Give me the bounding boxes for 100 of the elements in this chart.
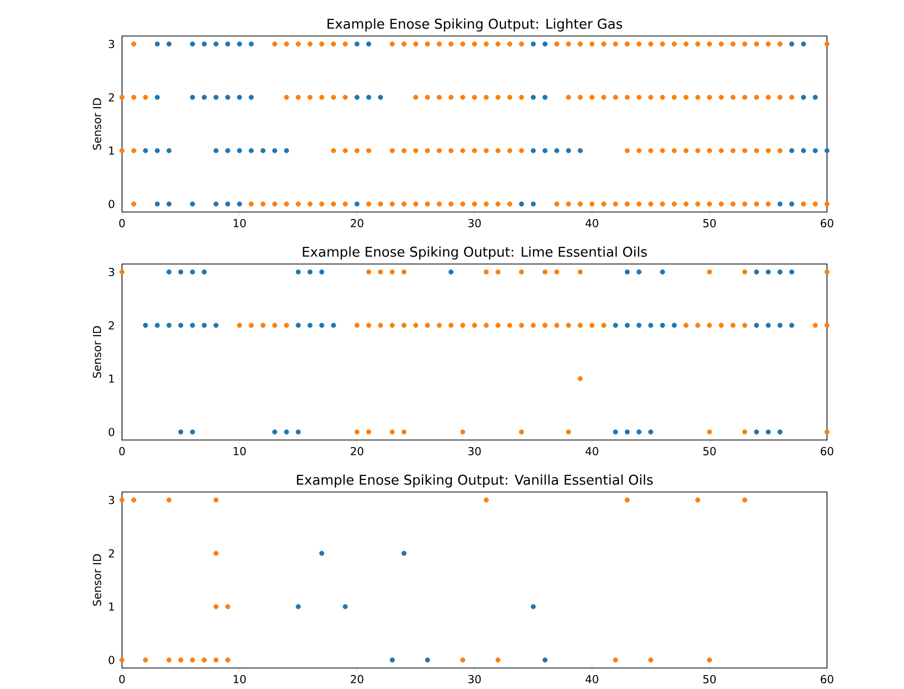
point <box>120 269 125 274</box>
point <box>342 604 348 610</box>
point <box>390 657 395 662</box>
point <box>390 322 395 328</box>
point <box>131 497 136 502</box>
point <box>166 269 172 274</box>
point <box>178 429 184 434</box>
x-tick-label: 10 <box>234 218 246 228</box>
point <box>613 657 618 662</box>
point <box>214 322 219 328</box>
x-tick-label: 40 <box>586 674 598 684</box>
point <box>214 604 219 610</box>
point <box>331 322 336 328</box>
point <box>496 322 501 328</box>
point <box>754 322 760 328</box>
point <box>648 322 654 328</box>
point <box>695 497 700 502</box>
point <box>742 497 748 502</box>
point <box>225 201 230 206</box>
point <box>143 148 148 154</box>
point <box>154 148 160 154</box>
point <box>237 94 242 100</box>
point <box>284 429 290 434</box>
point <box>542 657 548 662</box>
point <box>624 322 630 328</box>
y-axis-title: Sensor ID <box>92 554 102 606</box>
point <box>789 322 794 328</box>
point <box>812 148 818 154</box>
point <box>202 322 207 328</box>
point <box>766 322 771 328</box>
point <box>778 201 783 206</box>
y-tick-label: 2 <box>108 549 114 558</box>
point <box>143 322 148 328</box>
point <box>590 322 595 328</box>
point <box>636 269 642 274</box>
point <box>484 322 489 328</box>
point <box>237 322 242 328</box>
point <box>754 269 760 274</box>
x-tick-label: 30 <box>468 674 481 684</box>
point <box>166 657 172 662</box>
point <box>214 657 219 662</box>
point <box>178 657 184 662</box>
point <box>260 148 266 154</box>
y-tick-label: 2 <box>108 93 114 102</box>
point <box>214 201 219 206</box>
point <box>554 322 560 328</box>
point <box>542 269 548 274</box>
point <box>566 429 572 434</box>
point <box>672 322 677 328</box>
x-tick-label: 50 <box>703 674 716 684</box>
chart-title: Example Enose Spiking Output: Lime Essential Oils <box>302 246 647 260</box>
point <box>801 148 806 154</box>
point <box>530 604 536 610</box>
x-tick-label: 20 <box>350 218 364 228</box>
point <box>707 657 712 662</box>
point <box>260 322 266 328</box>
x-tick-label: 40 <box>586 446 598 456</box>
point <box>225 657 230 662</box>
point <box>378 269 384 274</box>
point <box>366 322 372 328</box>
point <box>319 322 324 328</box>
point <box>578 376 583 382</box>
point <box>190 94 196 100</box>
point <box>460 429 466 434</box>
point <box>284 148 290 154</box>
point <box>789 269 794 274</box>
point <box>707 322 712 328</box>
point <box>613 429 618 434</box>
point <box>730 322 736 328</box>
point <box>460 322 466 328</box>
point <box>366 429 372 434</box>
point <box>824 429 830 434</box>
point <box>448 269 454 274</box>
point <box>190 429 196 434</box>
point <box>354 322 360 328</box>
point <box>742 269 748 274</box>
point <box>542 322 548 328</box>
point <box>319 550 324 556</box>
point <box>578 322 583 328</box>
point <box>660 269 666 274</box>
y-tick-label: 3 <box>108 40 114 48</box>
y-tick-label: 1 <box>109 146 114 155</box>
point <box>648 429 654 434</box>
point <box>190 322 196 328</box>
point <box>296 604 301 610</box>
point <box>496 657 501 662</box>
point <box>519 269 524 274</box>
point <box>778 322 783 328</box>
point <box>296 429 301 434</box>
point <box>225 148 230 154</box>
point <box>214 497 219 502</box>
x-tick-label: 60 <box>820 218 834 228</box>
point <box>319 269 324 274</box>
point <box>120 497 125 502</box>
point <box>742 322 748 328</box>
point <box>166 322 172 328</box>
point <box>166 41 172 46</box>
point <box>530 201 536 206</box>
x-tick-label: 60 <box>820 446 834 456</box>
point <box>225 94 230 100</box>
